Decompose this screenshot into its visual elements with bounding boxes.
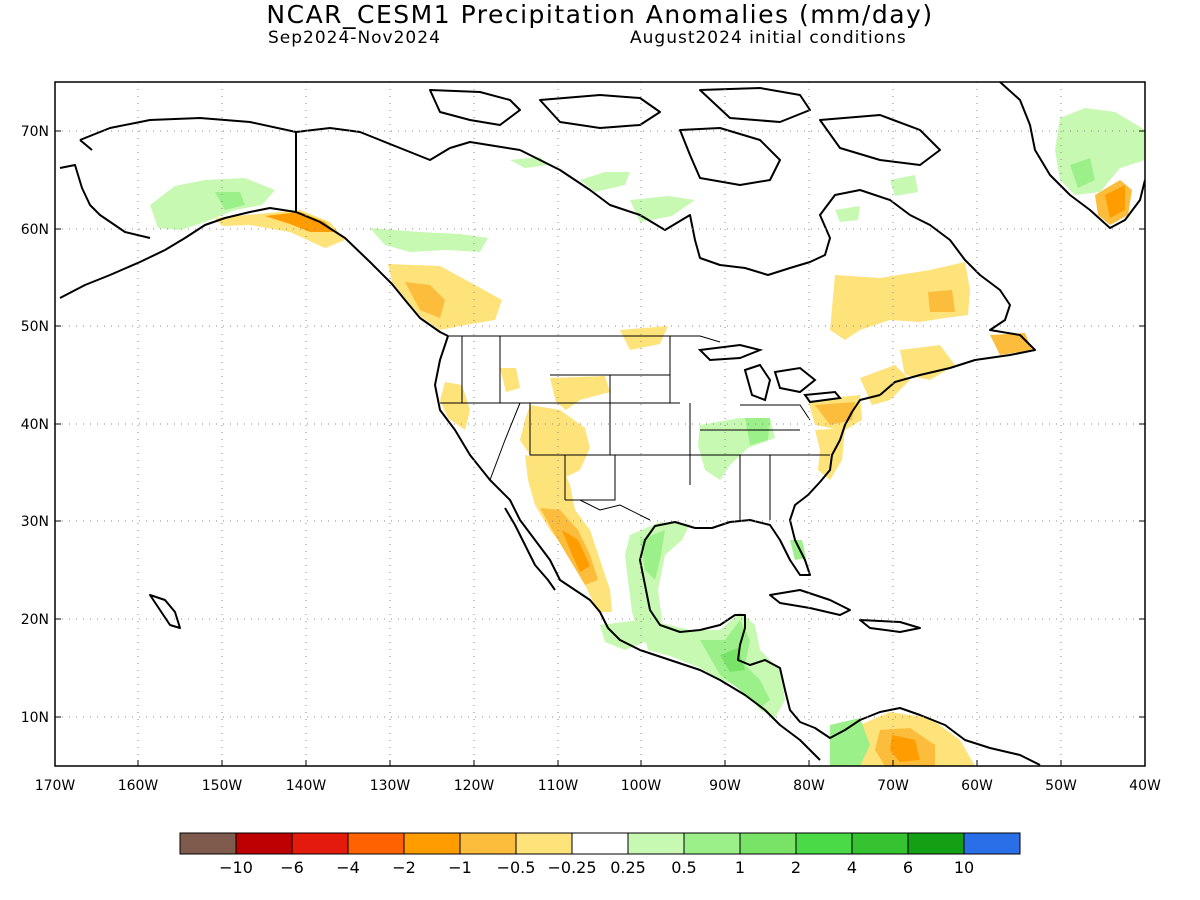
lat-label: 20N (21, 612, 49, 628)
wet-anomaly-shading (150, 108, 1145, 766)
lon-label: 140W (286, 778, 327, 794)
political-borders (295, 132, 830, 521)
dry-anomaly-shading (215, 180, 1132, 766)
lon-label: 110W (538, 778, 579, 794)
colorbar-swatch (851, 832, 909, 855)
colorbar-label: −2 (392, 858, 416, 877)
colorbar-label: −0.5 (497, 858, 536, 877)
lon-label: 130W (370, 778, 411, 794)
colorbar-swatch (627, 832, 685, 855)
lon-label: 40W (1129, 778, 1161, 794)
lon-label: 160W (118, 778, 159, 794)
lon-label: 150W (202, 778, 243, 794)
lon-label: 170W (35, 778, 76, 794)
lon-label: 50W (1045, 778, 1077, 794)
initial-conditions-subtitle: August2024 initial conditions (630, 28, 907, 48)
lon-label: 70W (877, 778, 909, 794)
colorbar-label: 0.25 (610, 858, 646, 877)
colorbar-label: 10 (954, 858, 974, 877)
lat-label: 60N (21, 222, 49, 238)
colorbar-label: −0.25 (547, 858, 596, 877)
colorbar-label: 1 (735, 858, 745, 877)
lat-label: 30N (21, 514, 49, 530)
lat-label: 40N (21, 417, 49, 433)
colorbar-label: −6 (280, 858, 304, 877)
axis-ticks (54, 130, 1146, 766)
lon-label: 90W (709, 778, 741, 794)
colorbar-swatch (179, 832, 237, 855)
lon-label: 80W (793, 778, 825, 794)
colorbar-label: 4 (847, 858, 857, 877)
map-title: NCAR_CESM1 Precipitation Anomalies (mm/d… (266, 0, 934, 29)
lat-label: 50N (21, 319, 49, 335)
colorbar-label: −10 (219, 858, 253, 877)
colorbar-swatch (403, 832, 461, 855)
lat-label: 70N (21, 124, 49, 140)
season-subtitle: Sep2024-Nov2024 (268, 28, 441, 48)
colorbar-label: 6 (903, 858, 913, 877)
great-lakes (697, 343, 842, 404)
colorbar-swatch (515, 832, 573, 855)
lat-label: 10N (21, 710, 49, 726)
colorbar-label: −1 (448, 858, 472, 877)
latitude-labels: 70N 60N 50N 40N 30N 20N 10N (21, 124, 49, 726)
colorbar-swatch (963, 832, 1021, 855)
lon-label: 120W (454, 778, 495, 794)
colorbar-swatch (795, 832, 853, 855)
lon-label: 100W (621, 778, 662, 794)
colorbar-swatch (907, 832, 965, 855)
colorbar-label: 2 (791, 858, 801, 877)
colorbar-label: −4 (336, 858, 360, 877)
colorbar-swatch (459, 832, 517, 855)
colorbar-swatch (683, 832, 741, 855)
colorbar-swatch (739, 832, 797, 855)
colorbar-swatch (571, 832, 629, 855)
colorbar-swatch (235, 832, 293, 855)
colorbar-swatch (291, 832, 349, 855)
map-area (59, 82, 1145, 766)
colorbar: −10 −6 −4 −2 −1 −0.5 −0.25 0.25 0.5 1 2 4 6 10 (179, 832, 1021, 877)
lon-label: 60W (961, 778, 993, 794)
longitude-labels: 170W 160W 150W 140W 130W 120W 110W 100W … (35, 778, 1161, 794)
colorbar-swatch (347, 832, 405, 855)
coastline-outlines (59, 82, 1145, 766)
colorbar-label: 0.5 (671, 858, 696, 877)
